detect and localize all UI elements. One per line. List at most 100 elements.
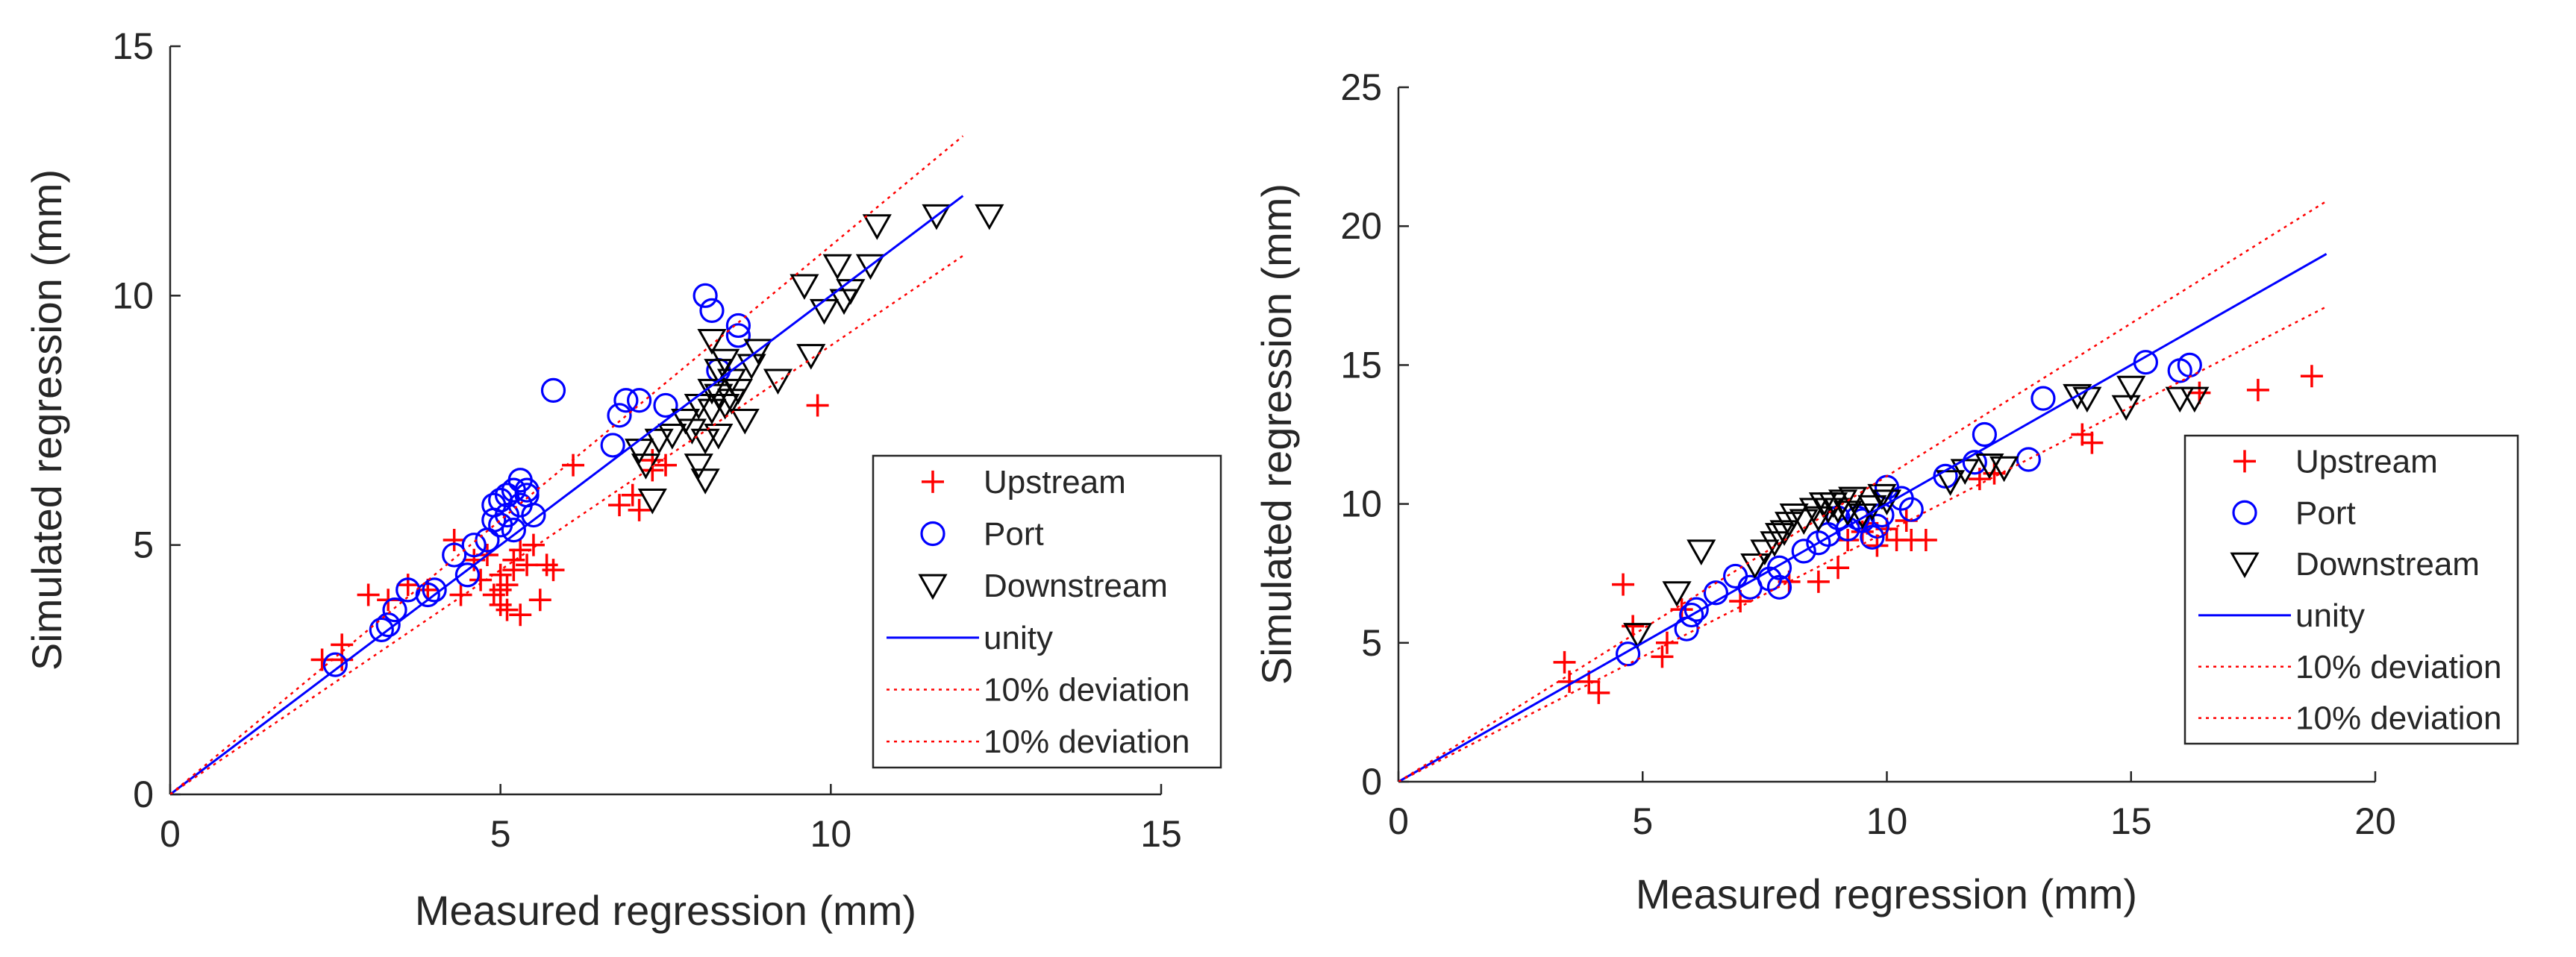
series-port [322, 283, 751, 677]
legend-label: 10% deviation [984, 672, 1189, 709]
point-downstream [862, 214, 892, 240]
point-upstream [396, 574, 419, 597]
y-tick-label: 10 [112, 274, 154, 316]
point-upstream [542, 559, 565, 582]
x-tick-label: 15 [2110, 800, 2152, 842]
point-downstream [710, 348, 740, 375]
point-upstream [2300, 365, 2323, 388]
legend-marker-upstream [922, 470, 944, 493]
point-port [2016, 447, 2041, 472]
point-downstream [1936, 470, 1966, 496]
point-upstream [469, 568, 493, 592]
point-port [1616, 641, 1641, 667]
legend-marker-downstream [918, 574, 948, 600]
point-upstream [357, 583, 380, 606]
point-upstream [443, 528, 466, 551]
chart-left: 0 5 10 15 0 5 10 15 Measured regression (mm) Simu… [23, 25, 1222, 934]
point-port [699, 298, 725, 323]
y-axis-title: Simulated regression (mm) [23, 169, 70, 671]
y-tick-label: 10 [1340, 483, 1382, 525]
series-10-deviation [170, 254, 964, 794]
point-upstream [502, 559, 525, 582]
legend: Upstream Port Downstream unity 10% deviation… [2183, 434, 2519, 745]
point-port [607, 403, 632, 428]
point-downstream [743, 339, 773, 365]
point-downstream [684, 454, 713, 480]
point-downstream [1662, 581, 1692, 607]
point-port [454, 562, 481, 588]
point-port [725, 323, 751, 348]
point-downstream [822, 254, 852, 280]
point-downstream [2072, 386, 2102, 413]
x-tick-label: 0 [160, 813, 181, 855]
series-downstream [1623, 375, 2210, 649]
point-downstream [2165, 386, 2195, 413]
legend-box [2183, 434, 2519, 745]
x-axis-title: Measured regression (mm) [415, 887, 916, 934]
point-upstream [509, 603, 532, 627]
series-upstream [310, 394, 829, 671]
y-axis-title: Simulated regression (mm) [1253, 183, 1300, 685]
legend-box [872, 454, 1222, 769]
line-unity [170, 195, 964, 794]
point-downstream [2063, 383, 2092, 410]
point-port [540, 377, 566, 403]
point-downstream [637, 488, 667, 515]
point-downstream [1872, 489, 1902, 515]
series-unity [1398, 253, 2328, 782]
point-port [626, 388, 652, 413]
x-tick-label: 15 [1140, 813, 1182, 855]
point-downstream [922, 204, 951, 230]
x-tick-label: 10 [810, 813, 852, 855]
point-upstream [2081, 431, 2104, 454]
point-downstream [697, 329, 727, 355]
point-port [322, 652, 348, 677]
legend-label: Port [2295, 495, 2356, 531]
point-port [442, 542, 467, 568]
y-tick-label: 20 [1340, 205, 1382, 247]
point-upstream [1914, 529, 1937, 552]
x-tick-label: 10 [1866, 800, 1908, 842]
series-10-deviation [1398, 306, 2328, 782]
point-upstream [806, 394, 829, 417]
point-port [1766, 574, 1792, 600]
point-downstream [1686, 539, 1716, 565]
point-upstream [1612, 573, 1635, 596]
point-port [1860, 524, 1885, 550]
point-port [501, 518, 526, 543]
line-10-deviation [1398, 306, 2328, 782]
point-upstream [495, 574, 519, 597]
series-10-deviation [1398, 200, 2328, 782]
plot-area [1398, 200, 2328, 782]
point-downstream [1848, 503, 1878, 530]
point-downstream [697, 398, 727, 425]
legend-label: unity [984, 620, 1053, 656]
point-upstream [1587, 681, 1610, 704]
point-port [415, 582, 440, 608]
x-tick-label: 5 [1632, 800, 1653, 842]
legend-label: Downstream [984, 568, 1168, 604]
point-upstream [1553, 650, 1576, 674]
line-unity [1398, 253, 2328, 782]
legend-label: Upstream [984, 464, 1126, 501]
point-port [1898, 497, 1924, 522]
point-port [1972, 421, 1997, 448]
point-port [521, 502, 546, 528]
point-downstream [1764, 523, 1795, 549]
y-tick-label: 15 [1340, 344, 1382, 386]
series-10-deviation [170, 135, 964, 794]
point-port [1684, 597, 1709, 622]
point-upstream [528, 589, 551, 612]
point-downstream [1789, 509, 1819, 535]
point-port [725, 313, 751, 339]
point-port [382, 597, 407, 623]
point-upstream [1827, 556, 1850, 580]
point-downstream [2111, 395, 2141, 421]
series-downstream [625, 204, 1004, 515]
legend-label: Port [984, 516, 1044, 553]
point-downstream [704, 424, 734, 450]
legend-marker-downstream [2230, 552, 2260, 579]
point-port [1962, 450, 1987, 475]
x-tick-label: 0 [1388, 800, 1409, 842]
